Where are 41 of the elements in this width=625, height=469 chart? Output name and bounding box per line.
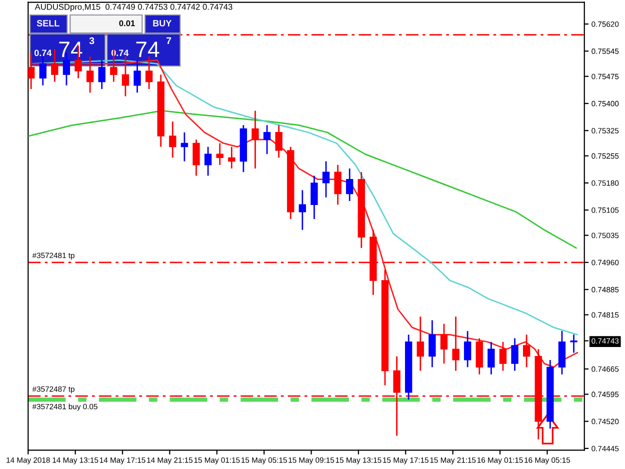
candlestick — [570, 334, 578, 354]
annotation: 0.74 — [34, 50, 52, 56]
annotation: SELL — [36, 20, 60, 26]
candlestick — [428, 320, 436, 368]
candlestick — [346, 168, 354, 202]
candlestick — [169, 120, 176, 158]
annotation: BUY — [153, 20, 172, 26]
candlestick — [452, 316, 460, 372]
annotation: 74 — [136, 42, 160, 57]
candlestick — [488, 341, 495, 376]
candlestick — [122, 56, 130, 97]
candlestick — [522, 334, 530, 368]
candlestick — [464, 330, 472, 368]
candlestick — [28, 52, 35, 90]
candlestick — [180, 132, 188, 162]
candlestick — [51, 48, 58, 83]
candlestick — [204, 146, 212, 176]
annotation: 0.01 — [119, 20, 135, 26]
candlestick — [275, 124, 282, 158]
annotation: 7 — [166, 37, 172, 44]
candlestick — [39, 56, 46, 86]
candlestick — [98, 59, 106, 90]
candlestick — [228, 146, 236, 170]
candlestick — [252, 110, 259, 170]
candlestick — [134, 59, 141, 94]
candlestick — [416, 316, 424, 372]
candlestick — [192, 138, 200, 176]
annotation: 3 — [89, 37, 94, 44]
candlestick — [145, 56, 153, 90]
candlestick — [298, 189, 306, 231]
candlestick — [511, 338, 518, 372]
line-series — [28, 110, 577, 249]
chart-title: AUDUSDpro,M15 0.74749 0.74753 0.74742 0.74743 — [34, 4, 232, 12]
candlestick — [440, 323, 448, 364]
candlestick — [334, 164, 342, 206]
candlestick — [263, 124, 271, 155]
candlestick — [322, 160, 330, 198]
candlestick — [310, 175, 318, 220]
candlestick — [499, 341, 507, 372]
candlestick — [86, 56, 94, 94]
candlestick — [216, 142, 224, 166]
